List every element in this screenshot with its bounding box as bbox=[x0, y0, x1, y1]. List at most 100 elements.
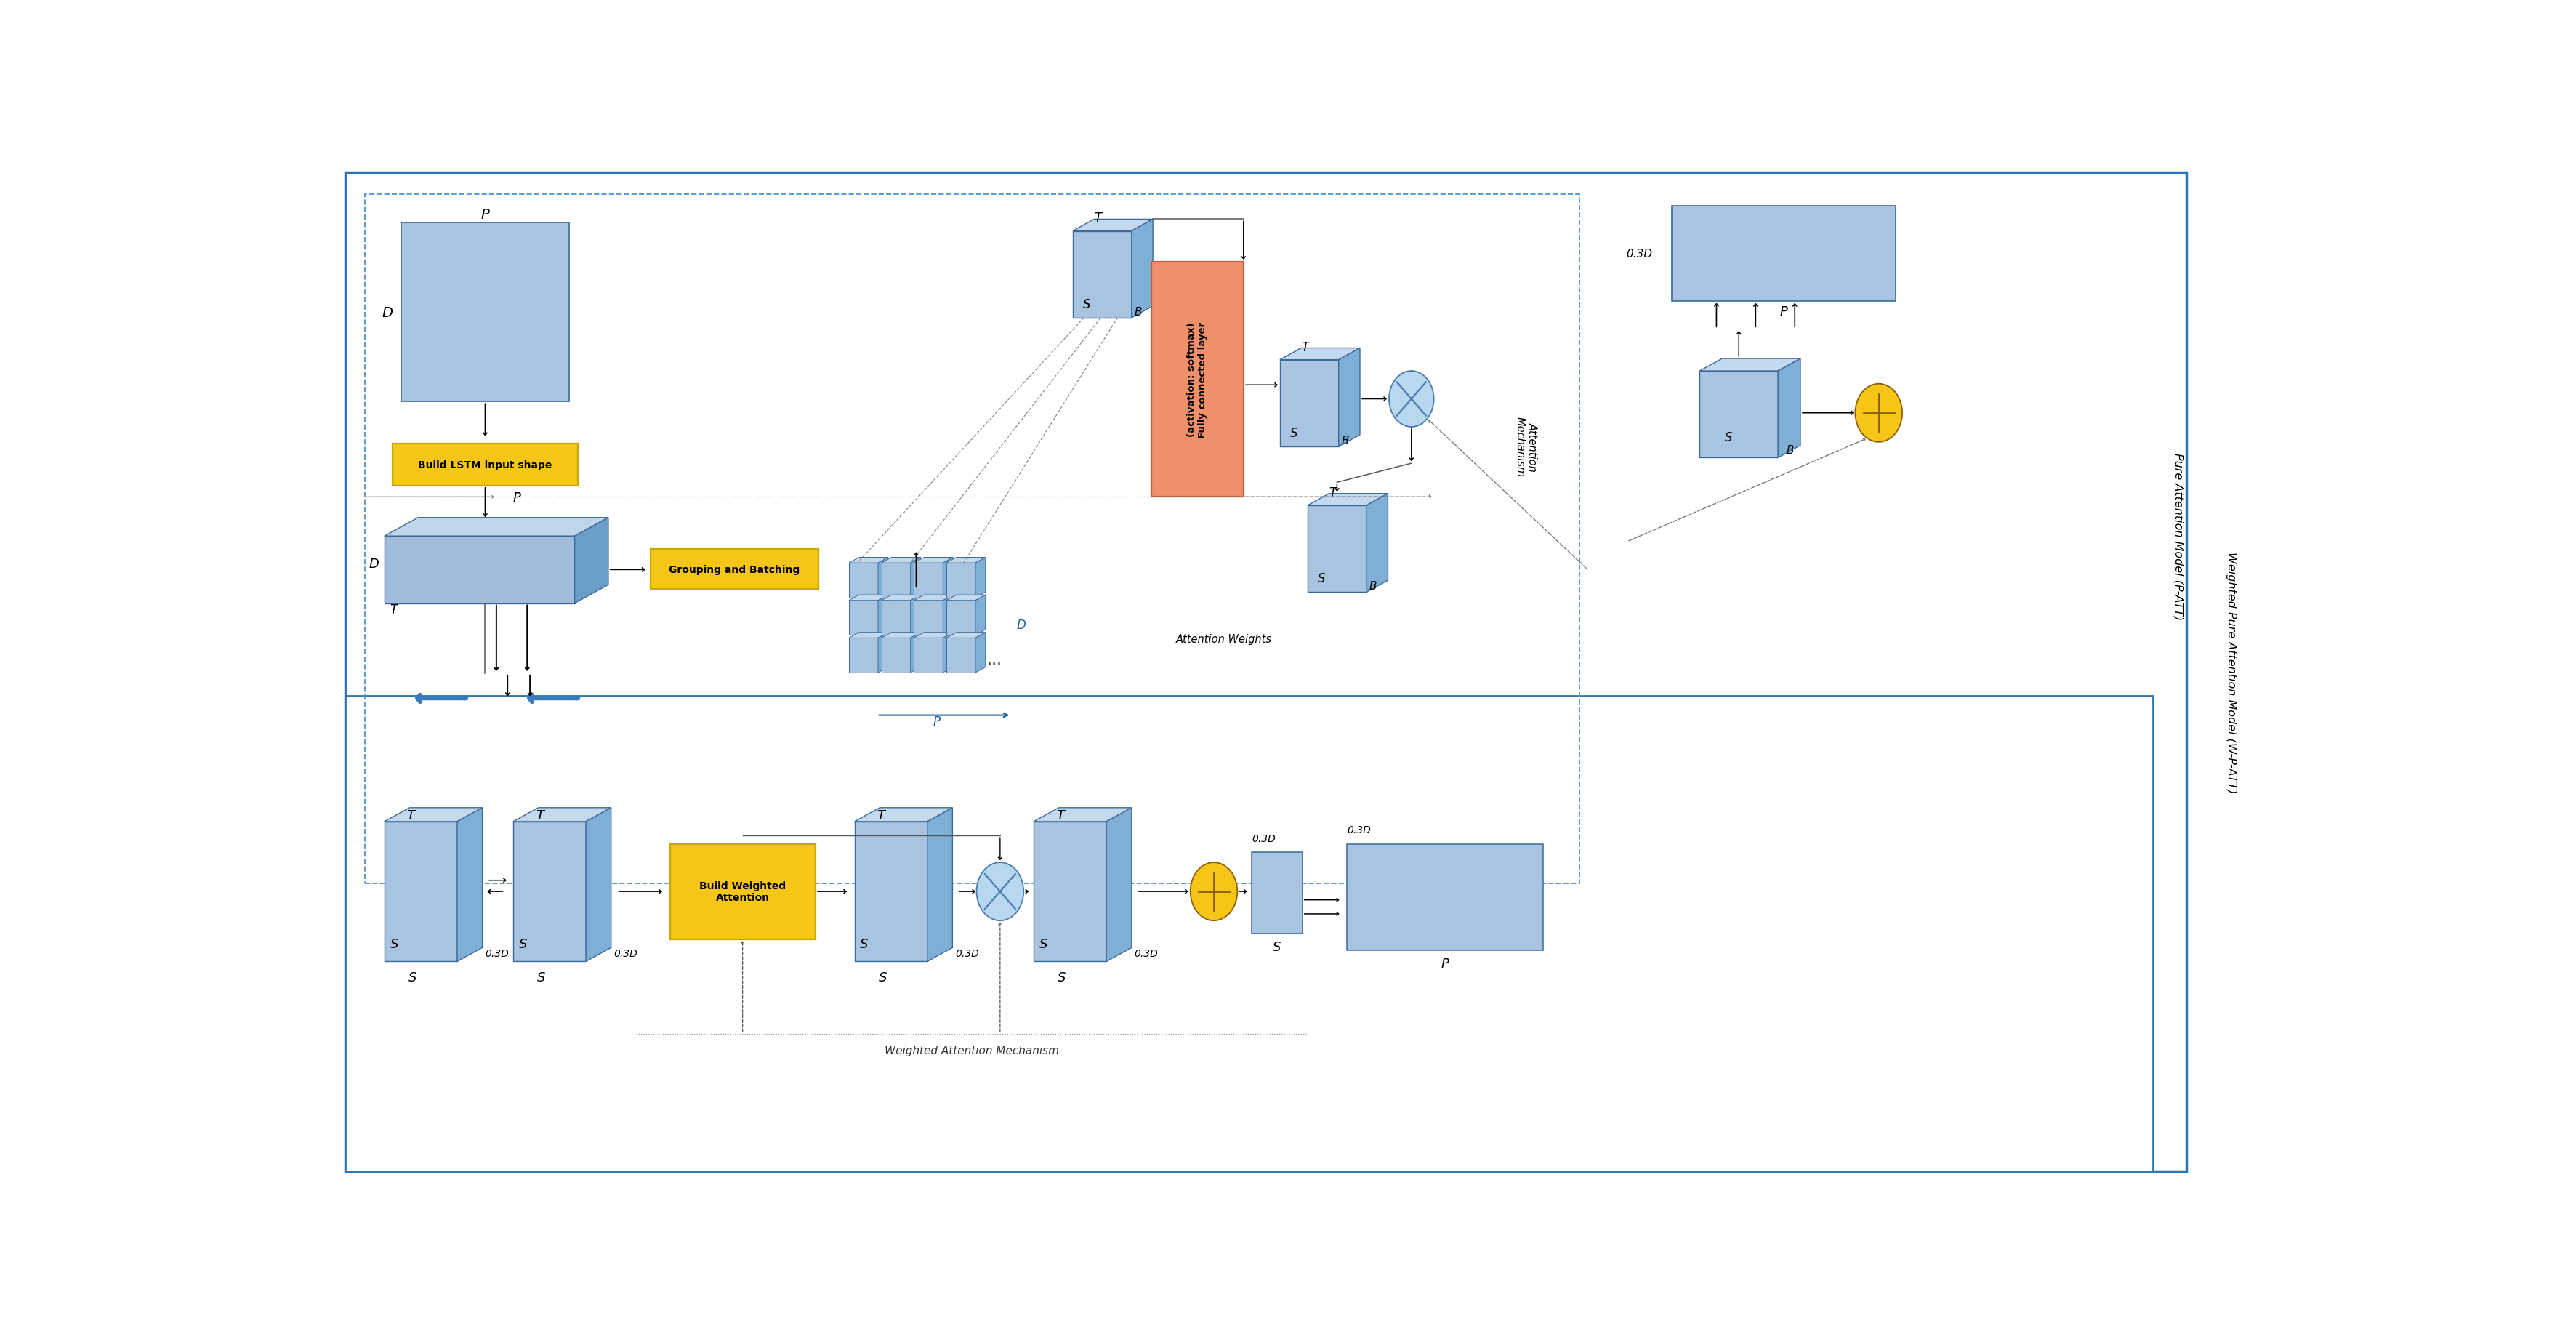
Text: 0.3D: 0.3D bbox=[1133, 948, 1159, 958]
Polygon shape bbox=[1777, 360, 1801, 458]
Text: B: B bbox=[1785, 445, 1793, 456]
Text: S: S bbox=[536, 971, 546, 984]
Polygon shape bbox=[914, 563, 943, 598]
Polygon shape bbox=[855, 809, 953, 822]
Polygon shape bbox=[945, 595, 987, 601]
Polygon shape bbox=[914, 638, 943, 673]
Text: S: S bbox=[1059, 971, 1066, 984]
Polygon shape bbox=[1108, 809, 1131, 962]
Text: S: S bbox=[1082, 298, 1090, 312]
Polygon shape bbox=[881, 638, 909, 673]
FancyBboxPatch shape bbox=[1672, 206, 1896, 301]
Polygon shape bbox=[1280, 360, 1340, 446]
Text: S: S bbox=[389, 938, 399, 951]
Polygon shape bbox=[574, 518, 608, 603]
Ellipse shape bbox=[1855, 384, 1901, 442]
Polygon shape bbox=[878, 633, 889, 673]
Polygon shape bbox=[1131, 220, 1154, 318]
Text: D: D bbox=[381, 305, 392, 320]
Text: Build Weighted
Attention: Build Weighted Attention bbox=[698, 880, 786, 903]
Polygon shape bbox=[850, 601, 878, 635]
Text: ...: ... bbox=[987, 653, 1002, 667]
Text: T: T bbox=[1056, 809, 1064, 822]
Polygon shape bbox=[914, 595, 953, 601]
Ellipse shape bbox=[976, 863, 1023, 920]
Polygon shape bbox=[1072, 232, 1131, 318]
Polygon shape bbox=[881, 595, 920, 601]
Polygon shape bbox=[513, 822, 585, 962]
Text: 0.3D: 0.3D bbox=[956, 948, 979, 958]
FancyBboxPatch shape bbox=[670, 844, 817, 939]
Polygon shape bbox=[850, 633, 889, 638]
Polygon shape bbox=[585, 809, 611, 962]
FancyBboxPatch shape bbox=[1347, 844, 1543, 951]
Polygon shape bbox=[878, 558, 889, 598]
Text: S: S bbox=[518, 938, 528, 951]
Polygon shape bbox=[914, 601, 943, 635]
Polygon shape bbox=[976, 595, 987, 635]
Text: Build LSTM input shape: Build LSTM input shape bbox=[417, 460, 551, 470]
Polygon shape bbox=[881, 633, 920, 638]
Text: Pure Attention Model (P-ATT): Pure Attention Model (P-ATT) bbox=[2172, 453, 2184, 619]
FancyBboxPatch shape bbox=[1151, 262, 1244, 497]
Polygon shape bbox=[914, 558, 953, 563]
Text: B: B bbox=[1370, 581, 1378, 591]
Polygon shape bbox=[914, 633, 953, 638]
Text: T: T bbox=[407, 809, 415, 822]
Text: 0.3D: 0.3D bbox=[1625, 248, 1651, 260]
Polygon shape bbox=[909, 633, 920, 673]
Text: D: D bbox=[368, 557, 379, 570]
Polygon shape bbox=[881, 558, 920, 563]
Polygon shape bbox=[384, 822, 456, 962]
Polygon shape bbox=[1072, 220, 1154, 232]
FancyBboxPatch shape bbox=[649, 549, 819, 590]
Text: S: S bbox=[407, 971, 417, 984]
Text: Attention Weights: Attention Weights bbox=[1177, 634, 1273, 645]
Text: 0.3D: 0.3D bbox=[613, 948, 639, 958]
Text: Attention
Mechanism: Attention Mechanism bbox=[1515, 417, 1538, 477]
Polygon shape bbox=[1340, 349, 1360, 446]
Text: T: T bbox=[536, 809, 544, 822]
Text: P: P bbox=[1440, 958, 1448, 970]
Polygon shape bbox=[909, 558, 920, 598]
Polygon shape bbox=[850, 595, 889, 601]
Text: T: T bbox=[1095, 212, 1103, 225]
Polygon shape bbox=[945, 633, 987, 638]
Text: P: P bbox=[933, 715, 940, 729]
Text: S: S bbox=[1038, 938, 1048, 951]
Text: Weighted Attention Mechanism: Weighted Attention Mechanism bbox=[884, 1046, 1059, 1056]
Text: T: T bbox=[876, 809, 886, 822]
Text: 0.3D: 0.3D bbox=[1347, 825, 1370, 835]
Polygon shape bbox=[850, 558, 889, 563]
FancyBboxPatch shape bbox=[392, 444, 577, 486]
Text: Weighted Pure Attention Model (W-P-ATT): Weighted Pure Attention Model (W-P-ATT) bbox=[2226, 551, 2236, 793]
FancyBboxPatch shape bbox=[345, 695, 2154, 1171]
Polygon shape bbox=[1033, 822, 1108, 962]
Polygon shape bbox=[850, 638, 878, 673]
Polygon shape bbox=[945, 563, 976, 598]
FancyBboxPatch shape bbox=[402, 222, 569, 402]
Polygon shape bbox=[945, 638, 976, 673]
Polygon shape bbox=[384, 518, 608, 537]
Text: T: T bbox=[1301, 341, 1309, 353]
Polygon shape bbox=[855, 822, 927, 962]
Polygon shape bbox=[1700, 372, 1777, 458]
Polygon shape bbox=[943, 633, 953, 673]
Text: B: B bbox=[1342, 436, 1350, 446]
Text: Grouping and Batching: Grouping and Batching bbox=[670, 565, 799, 574]
Polygon shape bbox=[943, 595, 953, 635]
Polygon shape bbox=[384, 809, 482, 822]
Polygon shape bbox=[513, 809, 611, 822]
Text: B: B bbox=[1133, 306, 1141, 317]
Text: S: S bbox=[1319, 573, 1327, 585]
Polygon shape bbox=[850, 563, 878, 598]
Text: P: P bbox=[513, 492, 520, 505]
Polygon shape bbox=[1700, 360, 1801, 372]
Text: D: D bbox=[1018, 618, 1025, 631]
Text: S: S bbox=[1273, 940, 1280, 954]
Polygon shape bbox=[976, 558, 987, 598]
Polygon shape bbox=[909, 595, 920, 635]
Ellipse shape bbox=[1190, 863, 1236, 920]
FancyBboxPatch shape bbox=[1252, 852, 1303, 934]
Polygon shape bbox=[456, 809, 482, 962]
